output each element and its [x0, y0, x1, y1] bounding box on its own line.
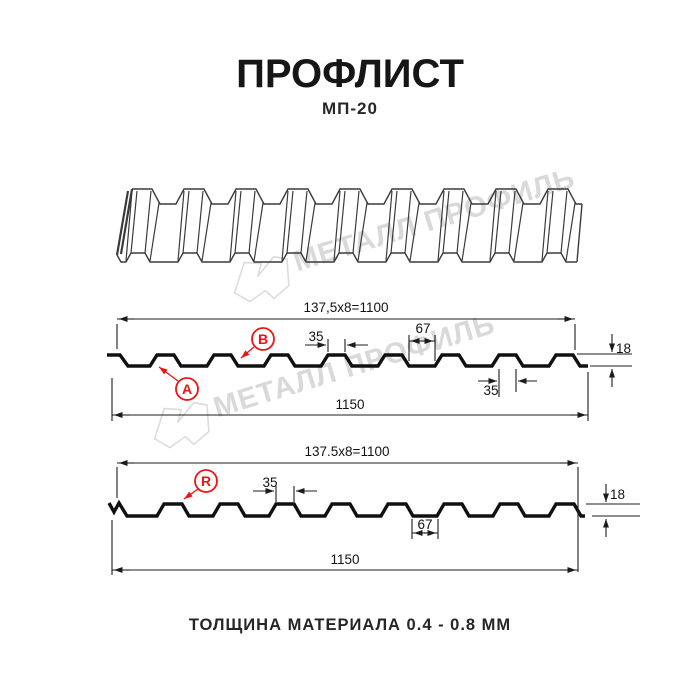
sheet-3d-view — [115, 188, 583, 263]
sheet-rib-lines — [125, 190, 576, 262]
dim-crest-bottom-a: 35 — [483, 383, 498, 398]
watermark-brand-top: МЕТАЛЛ ПРОФИЛЬ — [233, 162, 579, 303]
label-b-text: B — [258, 331, 268, 347]
watermark-brand-middle: МЕТАЛЛ ПРОФИЛЬ — [153, 308, 499, 449]
label-b-callout — [240, 327, 275, 359]
dim-crest-top-r: 35 — [262, 475, 277, 490]
label-b-circle — [251, 327, 275, 351]
label-r-circle — [194, 469, 218, 493]
page-subtitle: МП-20 — [322, 99, 378, 118]
dim-height-a: 18 — [616, 341, 631, 356]
footer-text: ТОЛЩИНА МАТЕРИАЛА 0.4 - 0.8 ММ — [188, 616, 512, 634]
label-a-callout — [158, 366, 199, 401]
dim-overall-r: 1150 — [330, 552, 359, 567]
dim-module-width-a: 137,5x8=1100 — [304, 300, 389, 315]
label-r-text: R — [201, 473, 211, 489]
dims-section-a — [111, 316, 632, 421]
section-a-profile: 137,5x8=1100 35 67 18 35 1150 B A — [107, 300, 632, 421]
section-r-profile: 137.5x8=1100 35 18 67 1150 R — [107, 444, 640, 575]
dim-crest-top-a: 35 — [308, 329, 323, 344]
sheet-right-cut-edge — [576, 203, 583, 263]
sheet-left-cut-edge — [115, 188, 134, 256]
brand-logo-icon — [153, 401, 210, 449]
profile-outline-r — [107, 499, 585, 518]
label-a-circle — [175, 377, 199, 401]
label-a-text: A — [182, 381, 192, 397]
page-title: ПРОФЛИСТ — [236, 52, 464, 96]
profile-outline-ab — [107, 353, 588, 368]
label-r-callout — [183, 469, 218, 500]
sheet-top-silhouette — [132, 188, 582, 205]
brand-logo-icon — [233, 255, 290, 303]
dim-module-width-r: 137.5x8=1100 — [305, 444, 390, 459]
dim-overall-a: 1150 — [335, 397, 364, 412]
dims-section-r — [111, 460, 640, 575]
dim-height-r: 18 — [610, 487, 625, 502]
dim-valley-r: 67 — [417, 517, 432, 532]
watermark-text: МЕТАЛЛ ПРОФИЛЬ — [290, 162, 579, 278]
dim-valley-a: 67 — [415, 321, 430, 336]
